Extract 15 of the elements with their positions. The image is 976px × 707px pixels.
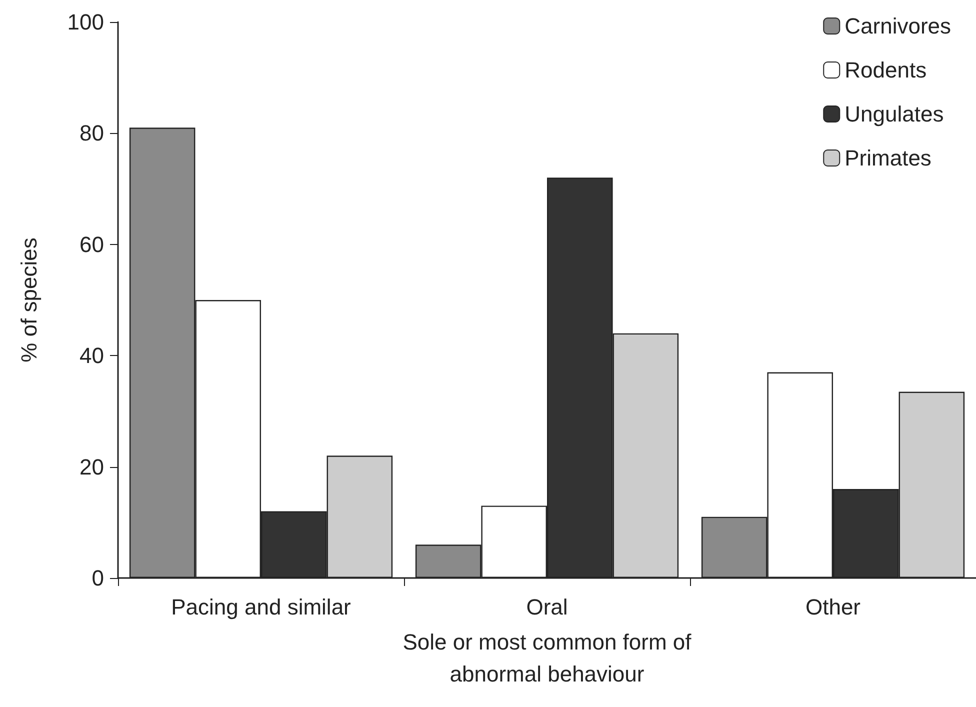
- x-axis-title: Sole or most common form of abnormal behaviour: [402, 630, 692, 686]
- y-tick-label: 40: [80, 343, 104, 368]
- legend-label: Primates: [844, 146, 932, 170]
- y-tick-label: 20: [80, 454, 104, 480]
- y-tick-label: 100: [67, 10, 104, 34]
- y-tick-label: 60: [80, 232, 104, 257]
- legend-label: Rodents: [844, 58, 927, 82]
- legend-label: Ungulates: [844, 102, 944, 126]
- x-tick-label: Pacing and similar: [171, 594, 351, 620]
- x-tick-label: Other: [805, 594, 861, 620]
- y-axis-title: % of species: [16, 238, 42, 362]
- x-tick-label: Oral: [526, 594, 568, 620]
- legend-label: Carnivores: [844, 14, 952, 38]
- y-tick-label: 80: [80, 120, 104, 146]
- y-tick-label: 0: [92, 566, 104, 590]
